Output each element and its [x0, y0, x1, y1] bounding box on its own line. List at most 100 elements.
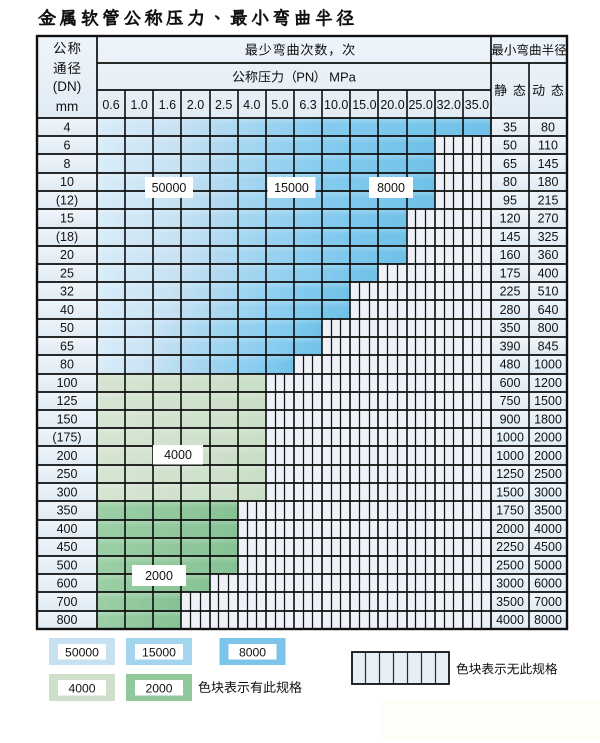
- svg-text:2500: 2500: [534, 467, 562, 481]
- svg-text:450: 450: [57, 540, 78, 554]
- svg-text:4: 4: [64, 120, 71, 134]
- svg-text:50000: 50000: [65, 646, 99, 660]
- svg-text:200: 200: [57, 449, 78, 463]
- svg-text:40: 40: [60, 303, 74, 317]
- svg-text:280: 280: [500, 303, 521, 317]
- svg-text:50: 50: [60, 321, 74, 335]
- svg-text:180: 180: [538, 175, 559, 189]
- svg-text:32.0: 32.0: [437, 98, 461, 112]
- svg-text:1000: 1000: [534, 358, 562, 372]
- svg-text:(12): (12): [56, 193, 78, 207]
- svg-text:360: 360: [538, 248, 559, 262]
- svg-text:6: 6: [64, 139, 71, 153]
- svg-text:350: 350: [500, 321, 521, 335]
- svg-text:65: 65: [60, 339, 74, 353]
- svg-text:35: 35: [503, 120, 517, 134]
- svg-text:65: 65: [503, 157, 517, 171]
- svg-text:5000: 5000: [534, 558, 562, 572]
- svg-text:145: 145: [500, 230, 521, 244]
- svg-text:20.0: 20.0: [380, 98, 404, 112]
- svg-text:2000: 2000: [145, 682, 172, 696]
- svg-text:10.0: 10.0: [324, 98, 348, 112]
- svg-text:5.0: 5.0: [271, 98, 288, 112]
- svg-text:125: 125: [57, 394, 78, 408]
- svg-text:(18): (18): [56, 230, 78, 244]
- svg-text:400: 400: [57, 522, 78, 536]
- svg-text:20: 20: [60, 248, 74, 262]
- svg-text:3500: 3500: [496, 595, 524, 609]
- svg-text:2000: 2000: [534, 431, 562, 445]
- svg-text:mm: mm: [56, 99, 79, 114]
- svg-text:8000: 8000: [239, 646, 266, 660]
- svg-text:160: 160: [500, 248, 521, 262]
- svg-text:0.6: 0.6: [102, 98, 119, 112]
- svg-text:215: 215: [538, 193, 559, 207]
- svg-text:100: 100: [57, 376, 78, 390]
- svg-text:800: 800: [538, 321, 559, 335]
- svg-text:1750: 1750: [496, 504, 524, 518]
- svg-text:2250: 2250: [496, 540, 524, 554]
- svg-text:4000: 4000: [68, 682, 95, 696]
- svg-text:175: 175: [500, 266, 521, 280]
- svg-text:6.3: 6.3: [299, 98, 316, 112]
- svg-text:80: 80: [60, 358, 74, 372]
- svg-text:15.0: 15.0: [352, 98, 376, 112]
- svg-text:4000: 4000: [164, 448, 192, 462]
- svg-text:8000: 8000: [534, 613, 562, 627]
- svg-text:2.0: 2.0: [187, 98, 204, 112]
- svg-text:2500: 2500: [496, 558, 524, 572]
- svg-text:1000: 1000: [496, 431, 524, 445]
- svg-text:80: 80: [541, 120, 555, 134]
- svg-text:25: 25: [60, 266, 74, 280]
- svg-text:15: 15: [60, 212, 74, 226]
- svg-text:110: 110: [538, 139, 558, 153]
- svg-text:300: 300: [57, 485, 78, 499]
- svg-text:3000: 3000: [534, 485, 562, 499]
- svg-text:2000: 2000: [496, 522, 524, 536]
- svg-text:(DN): (DN): [53, 79, 82, 94]
- svg-text:1200: 1200: [534, 376, 562, 390]
- svg-text:1.0: 1.0: [131, 98, 148, 112]
- svg-text:510: 510: [538, 285, 559, 299]
- svg-text:8000: 8000: [377, 181, 405, 195]
- svg-text:25.0: 25.0: [408, 98, 432, 112]
- svg-text:600: 600: [500, 376, 521, 390]
- svg-text:3000: 3000: [496, 577, 524, 591]
- svg-text:4000: 4000: [534, 522, 562, 536]
- svg-text:MPa: MPa: [329, 70, 357, 85]
- svg-text:3500: 3500: [534, 504, 562, 518]
- svg-text:150: 150: [57, 412, 78, 426]
- svg-text:1250: 1250: [496, 467, 524, 481]
- svg-text:15000: 15000: [274, 181, 309, 195]
- svg-text:2000: 2000: [145, 569, 173, 583]
- svg-text:95: 95: [503, 193, 517, 207]
- svg-text:270: 270: [538, 212, 559, 226]
- svg-text:145: 145: [538, 157, 559, 171]
- svg-text:4.0: 4.0: [243, 98, 260, 112]
- svg-text:15000: 15000: [142, 646, 176, 660]
- svg-text:50: 50: [503, 139, 517, 153]
- svg-text:1.6: 1.6: [159, 98, 176, 112]
- svg-text:480: 480: [500, 358, 521, 372]
- svg-text:2.5: 2.5: [215, 98, 232, 112]
- svg-text:(175): (175): [52, 431, 81, 445]
- svg-text:750: 750: [500, 394, 521, 408]
- svg-text:845: 845: [538, 339, 559, 353]
- svg-text:640: 640: [538, 303, 559, 317]
- svg-text:350: 350: [57, 504, 78, 518]
- svg-text:6000: 6000: [534, 577, 562, 591]
- svg-text:390: 390: [500, 339, 521, 353]
- svg-text:500: 500: [57, 558, 78, 572]
- svg-text:1000: 1000: [496, 449, 524, 463]
- svg-text:700: 700: [57, 595, 78, 609]
- svg-text:32: 32: [60, 285, 74, 299]
- svg-text:10: 10: [60, 175, 74, 189]
- svg-text:8: 8: [64, 157, 71, 171]
- svg-text:80: 80: [503, 175, 517, 189]
- svg-text:120: 120: [500, 212, 521, 226]
- svg-text:400: 400: [538, 266, 559, 280]
- svg-text:225: 225: [500, 285, 521, 299]
- svg-text:325: 325: [538, 230, 559, 244]
- svg-text:4500: 4500: [534, 540, 562, 554]
- svg-text:900: 900: [500, 412, 521, 426]
